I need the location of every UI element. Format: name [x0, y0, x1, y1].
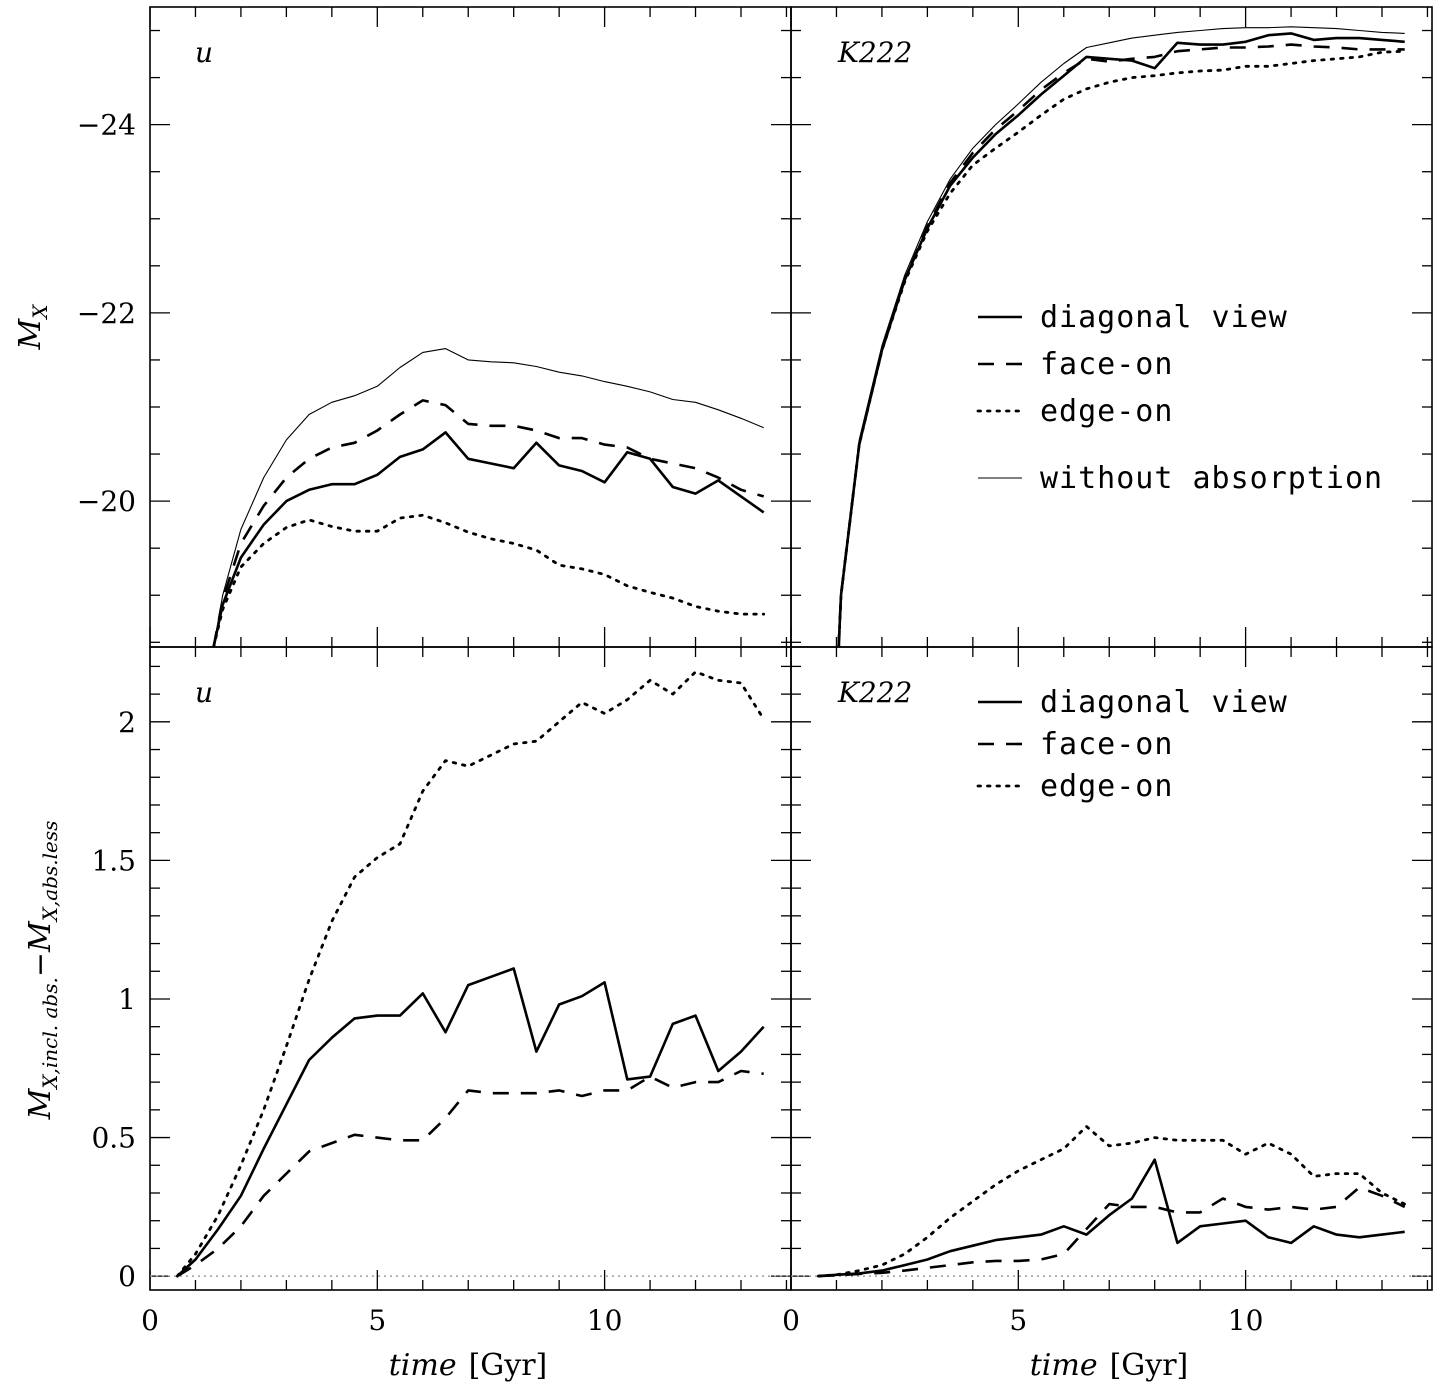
y-tick-label: 2 — [118, 706, 136, 739]
y-axis-label-bottom: MX,incl. abs.−MX,abs.less — [23, 821, 62, 1121]
y-tick-label: −20 — [77, 485, 136, 518]
series-line-diagonal-view — [212, 431, 765, 647]
y-tick-label: 0.5 — [91, 1122, 136, 1155]
series-line-without-absorption — [213, 348, 764, 647]
y-axis-label-top: MX — [13, 304, 52, 351]
series-line-edge-on — [837, 49, 1407, 647]
series-line-without-absorption — [838, 26, 1405, 647]
panel-label-top-left: u — [195, 36, 213, 69]
series-line-face-on — [176, 1069, 764, 1278]
y-tick-label: 1 — [118, 983, 136, 1016]
legend-label: edge-on — [1040, 769, 1173, 804]
legend-label: face-on — [1040, 347, 1173, 382]
x-tick-label: 10 — [1228, 1304, 1264, 1337]
series-line-diagonal-view — [818, 1158, 1405, 1278]
ticks-layer — [149, 7, 1432, 1290]
panel-frame-bottom-right — [790, 646, 1433, 1291]
series-line-edge-on — [175, 670, 766, 1278]
y-tick-label: −24 — [77, 109, 136, 142]
panel-label-bottom-left: u — [195, 676, 213, 709]
x-tick-label: 5 — [1009, 1304, 1027, 1337]
legend-label: diagonal view — [1040, 685, 1288, 720]
legend-label: diagonal view — [1040, 300, 1288, 335]
tick-labels: −20 −22 −24 0 0.5 1 1.5 2 0 5 10 0 5 10 — [77, 109, 1264, 1337]
x-tick-label: 0 — [782, 1304, 800, 1337]
x-axis-label-right: time [Gyr] — [1030, 1348, 1189, 1383]
y-tick-label: −22 — [77, 297, 136, 330]
panel-label-bottom-right: K222 — [837, 676, 912, 709]
series-line-face-on — [837, 43, 1405, 647]
series-line-edge-on — [212, 513, 766, 647]
y-tick-label: 0 — [118, 1260, 136, 1293]
x-tick-label: 0 — [141, 1304, 159, 1337]
series-line-face-on — [818, 1186, 1406, 1278]
series-line-edge-on — [816, 1125, 1407, 1278]
x-axis-label-left: time [Gyr] — [389, 1348, 548, 1383]
series-layer — [175, 26, 1407, 1278]
panel-label-top-right: K222 — [837, 36, 912, 69]
x-tick-label: 10 — [587, 1304, 623, 1337]
panel-frame-bottom-left — [149, 646, 792, 1291]
series-line-diagonal-view — [176, 967, 765, 1278]
x-tick-label: 5 — [368, 1304, 386, 1337]
legends: diagonal view face-on edge-on without absor… — [976, 300, 1383, 804]
legend-label: face-on — [1040, 727, 1173, 762]
legend-label: edge-on — [1040, 394, 1173, 429]
legend-label: without absorption — [1040, 461, 1383, 496]
series-line-diagonal-view — [837, 32, 1405, 647]
y-tick-label: 1.5 — [91, 844, 136, 877]
